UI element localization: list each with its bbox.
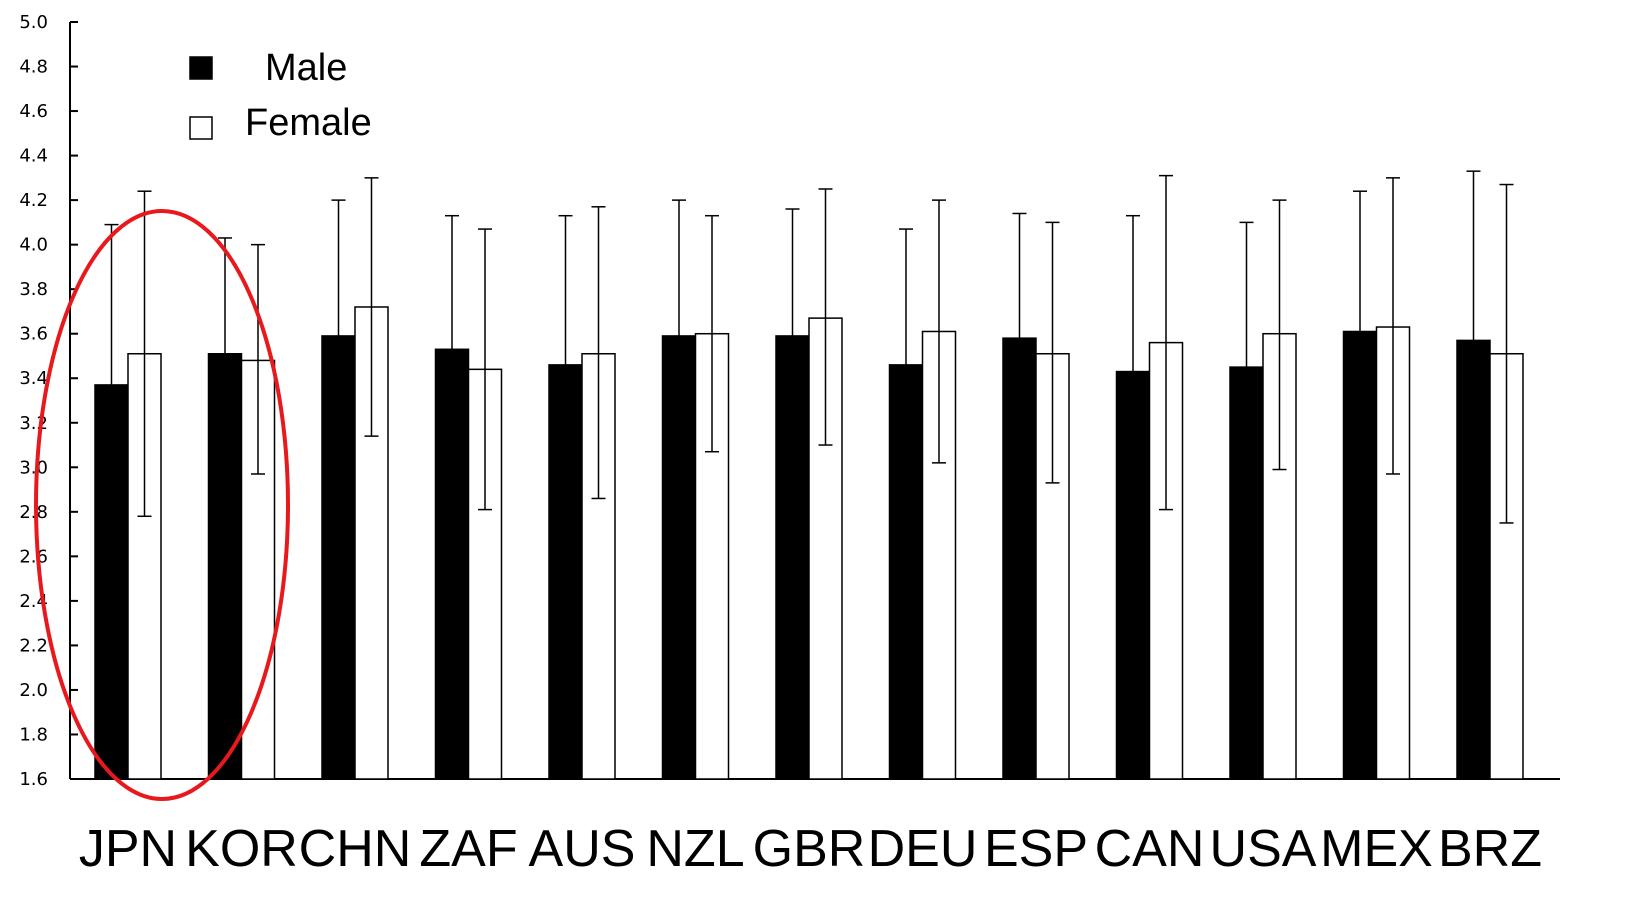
error-bars-group — [104, 170, 1514, 524]
bar-male-jpn — [94, 384, 129, 780]
y-tick-label: 1.8 — [19, 724, 48, 745]
bar-male-nzl — [661, 335, 697, 780]
bar-male-mex — [1342, 330, 1378, 780]
y-tick-label: 4.8 — [19, 57, 48, 78]
bar-male-brz — [1456, 339, 1491, 780]
y-tick-label: 3.0 — [19, 457, 48, 478]
bar-male-chn — [321, 335, 356, 780]
x-tick-label-can: CAN — [1095, 820, 1205, 878]
y-tick-label: 1.6 — [19, 769, 48, 790]
y-tick-label: 2.0 — [19, 680, 48, 701]
y-tick-label: 5.0 — [19, 12, 48, 33]
bar-male-kor — [207, 352, 243, 780]
bar-male-gbr — [775, 335, 810, 780]
x-tick-label-usa: USA — [1210, 820, 1317, 878]
y-tick-label: 4.2 — [19, 190, 48, 211]
x-tick-label-aus: AUS — [529, 820, 636, 878]
y-tick-label: 3.8 — [19, 279, 48, 300]
bar-male-aus — [548, 364, 583, 780]
bars-group — [94, 306, 1524, 780]
y-tick-label: 2.8 — [19, 502, 48, 523]
x-tick-label-kor: KOR — [185, 820, 298, 878]
x-tick-label-esp: ESP — [984, 820, 1088, 878]
legend-label-female: Female — [245, 102, 372, 144]
y-tick-label: 3.6 — [19, 324, 48, 345]
legend-swatch-male — [189, 56, 213, 80]
legend: Male Female — [189, 47, 372, 144]
x-tick-label-mex: MEX — [1320, 820, 1433, 878]
x-tick-label-brz: BRZ — [1438, 820, 1542, 878]
bar-male-usa — [1229, 366, 1264, 780]
bar-male-esp — [1002, 337, 1037, 780]
y-tick-label: 4.0 — [19, 235, 48, 256]
y-tick-label: 4.4 — [19, 146, 48, 167]
x-tick-label-gbr: GBR — [753, 820, 866, 878]
x-tick-label-chn: CHN — [299, 820, 412, 878]
legend-label-male: Male — [265, 47, 347, 89]
legend-swatch-female — [189, 116, 213, 140]
x-tick-label-deu: DEU — [868, 820, 978, 878]
x-tick-label-nzl: NZL — [646, 820, 744, 878]
bar-male-zaf — [434, 348, 470, 780]
x-tick-label-zaf: ZAF — [419, 820, 517, 878]
y-tick-label: 3.4 — [19, 368, 48, 389]
x-tick-label-jpn: JPN — [79, 820, 177, 878]
bar-male-can — [1115, 370, 1151, 780]
bar-male-deu — [888, 364, 924, 780]
highlight-ellipse — [34, 209, 290, 801]
y-axis: 1.61.82.02.22.42.62.83.03.23.43.63.84.04… — [19, 12, 78, 790]
y-tick-label: 4.6 — [19, 101, 48, 122]
x-tick-labels: JPN KOR CHN ZAF AUS NZL GBR DEU ESP CAN USA MEX BRZ — [79, 820, 1542, 878]
y-tick-label: 2.6 — [19, 546, 48, 567]
y-tick-label: 2.2 — [19, 635, 48, 656]
